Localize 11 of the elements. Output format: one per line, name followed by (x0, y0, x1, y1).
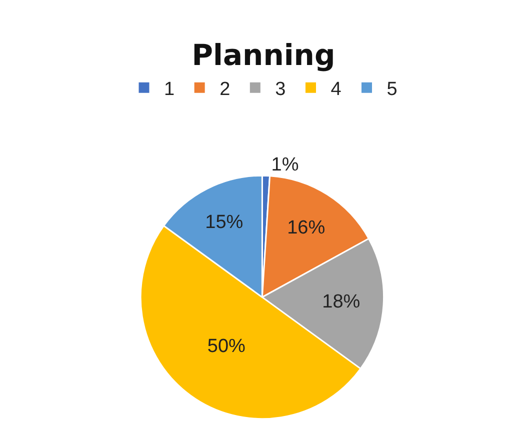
legend-label: 5 (386, 79, 398, 100)
data-label: 18% (322, 292, 360, 313)
data-label: 16% (287, 217, 326, 238)
data-label: 1% (271, 154, 299, 176)
legend-label: 3 (275, 79, 286, 100)
legend-label: 4 (330, 79, 342, 100)
legend-label: 1 (164, 79, 175, 100)
legend-label: 2 (220, 79, 230, 100)
data-label: 50% (207, 336, 246, 357)
data-label: 15% (205, 212, 244, 234)
chart-title: Planning (192, 38, 336, 72)
